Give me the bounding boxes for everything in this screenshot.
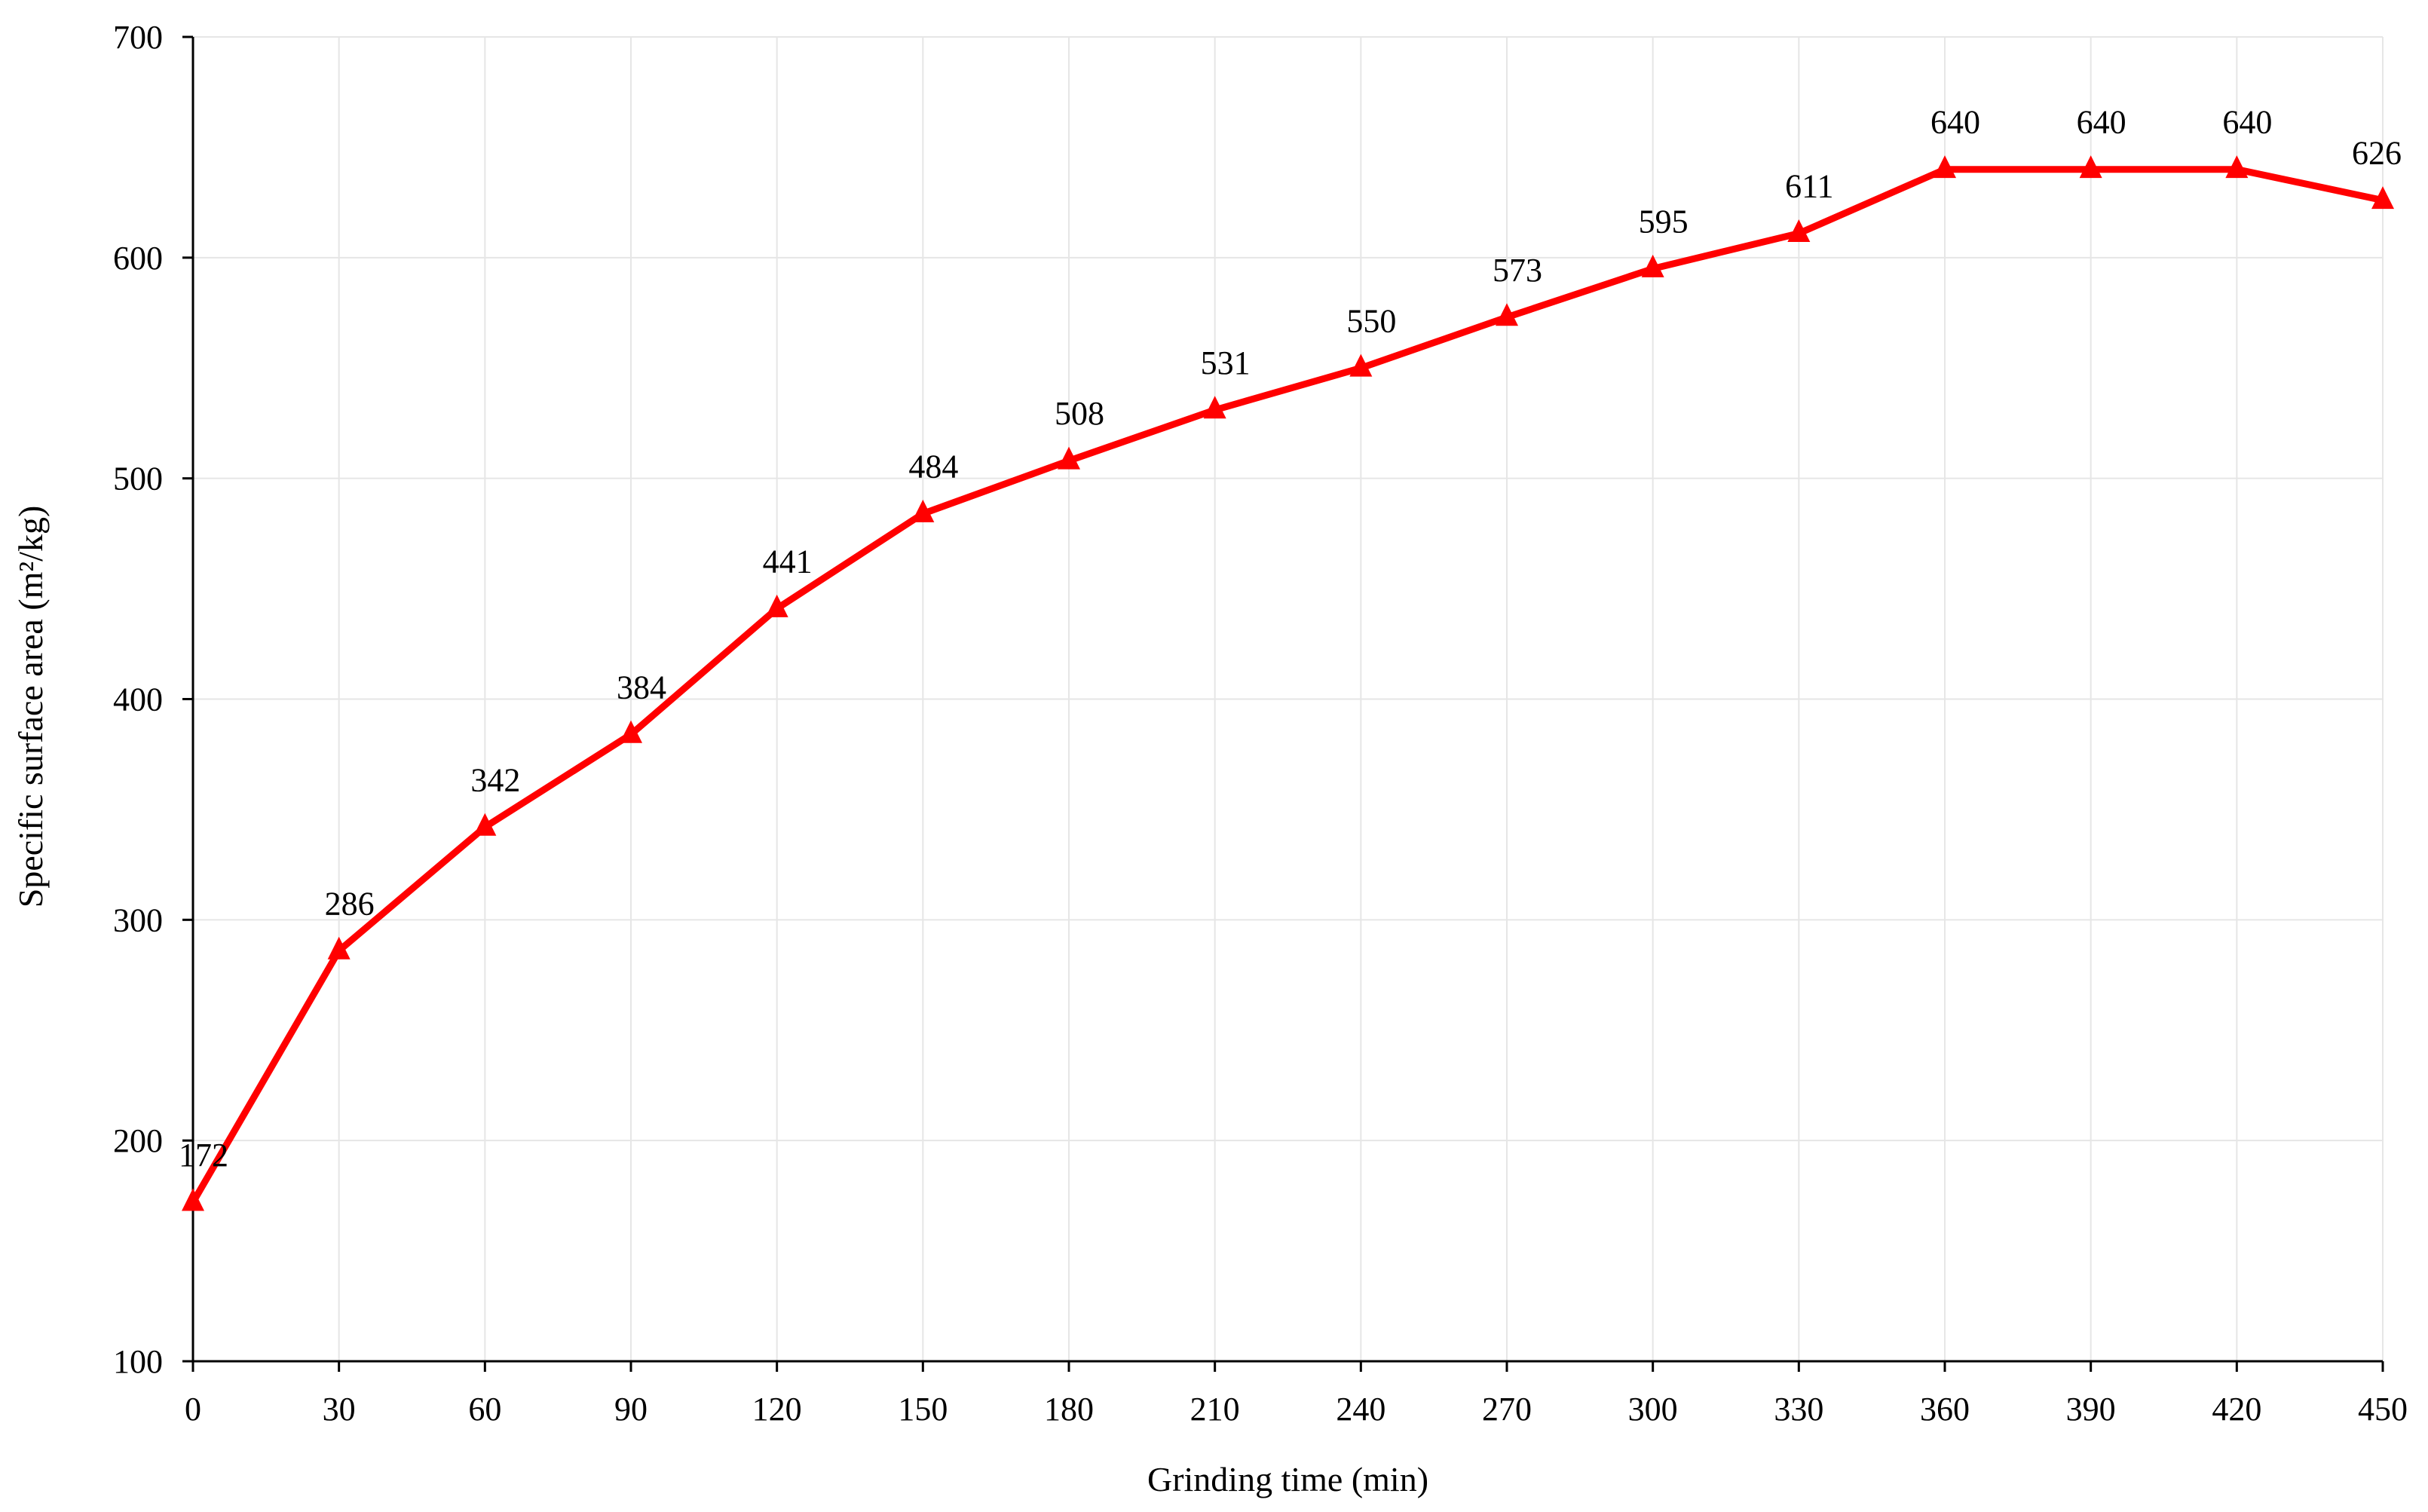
gridlines — [193, 36, 2384, 1361]
y-tick-label: 500 — [113, 461, 163, 497]
y-tick-label: 200 — [113, 1122, 163, 1159]
data-point-marker — [2225, 155, 2249, 179]
x-tick-label: 300 — [1628, 1391, 1678, 1428]
data-label: 286 — [325, 885, 375, 922]
data-label: 595 — [1639, 203, 1689, 240]
y-tick-label: 400 — [113, 681, 163, 718]
data-label: 384 — [617, 669, 666, 705]
x-tick-label: 330 — [1774, 1391, 1823, 1428]
x-axis-title: Grinding time (min) — [1147, 1460, 1428, 1498]
x-tick-label: 420 — [2212, 1391, 2261, 1428]
data-point-marker — [620, 720, 642, 743]
x-tick-label: 360 — [1920, 1391, 1970, 1428]
x-tick-label: 180 — [1044, 1391, 1094, 1428]
data-point-marker — [473, 813, 497, 836]
x-tick-label: 60 — [468, 1391, 501, 1428]
y-tick-label: 100 — [113, 1343, 163, 1380]
data-point-marker — [1641, 254, 1664, 277]
data-point-marker — [2371, 186, 2394, 210]
data-label: 550 — [1346, 302, 1396, 339]
data-point-marker — [327, 936, 351, 960]
x-tick-label: 0 — [185, 1391, 201, 1428]
x-tick-label: 120 — [752, 1391, 802, 1428]
data-point-marker — [1349, 354, 1373, 377]
series-line — [189, 166, 2387, 1206]
data-label: 640 — [1930, 104, 1980, 141]
data-point-marker — [1934, 155, 1956, 179]
x-tick-label: 390 — [2066, 1391, 2116, 1428]
y-tick-label: 700 — [113, 19, 163, 56]
y-tick-label: 600 — [113, 240, 163, 277]
data-point-marker — [1496, 303, 1518, 326]
data-label: 573 — [1493, 252, 1542, 289]
x-tick-label: 210 — [1190, 1391, 1240, 1428]
data-point-marker — [765, 594, 788, 617]
x-tick-label: 450 — [2358, 1391, 2408, 1428]
x-tick-label: 150 — [898, 1391, 948, 1428]
y-tick-label: 300 — [113, 901, 163, 938]
x-tick-label: 30 — [323, 1391, 356, 1428]
data-label: 508 — [1055, 395, 1104, 432]
data-point-marker — [182, 1188, 204, 1211]
data-point-marker — [2079, 155, 2102, 179]
series-layer — [189, 166, 2387, 1206]
x-tick-label: 240 — [1336, 1391, 1385, 1428]
y-axis-ticks: 100 200 300 400 500 600 700 — [113, 19, 193, 1380]
data-label: 484 — [908, 448, 958, 485]
data-point-marker — [1058, 446, 1080, 470]
data-point-marker — [1203, 396, 1226, 419]
y-axis-title: Specific surface area (m²/kg) — [11, 506, 50, 908]
data-labels: 172 286 342 384 441 484 508 531 550 573 595 611 640 6… — [179, 104, 2402, 1174]
data-label: 611 — [1785, 168, 1833, 205]
x-tick-label: 270 — [1482, 1391, 1532, 1428]
data-label: 626 — [2352, 135, 2402, 172]
data-label: 531 — [1201, 344, 1251, 381]
data-point-marker — [1787, 219, 1811, 243]
x-axis-ticks: 0 30 60 90 120 150 180 210 240 270 300 330 360 390 420… — [185, 1361, 2408, 1428]
data-label: 342 — [470, 761, 520, 798]
x-tick-label: 90 — [614, 1391, 648, 1428]
data-label: 640 — [2077, 104, 2126, 141]
data-markers — [182, 155, 2394, 1211]
data-label: 441 — [763, 543, 813, 580]
data-label: 640 — [2222, 104, 2272, 141]
data-point-marker — [911, 499, 935, 522]
data-label: 172 — [179, 1137, 228, 1174]
